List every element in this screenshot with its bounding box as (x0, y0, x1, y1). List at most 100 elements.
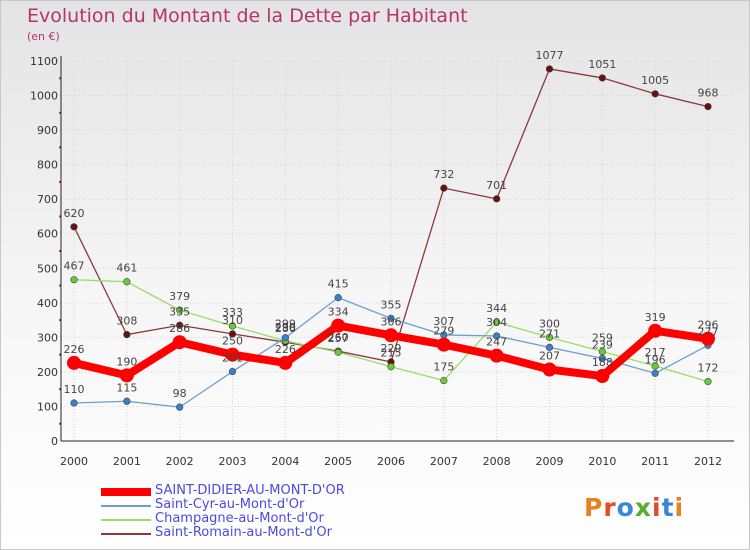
data-label: 226 (275, 343, 296, 356)
data-point (172, 335, 187, 350)
y-tick-label: 600 (37, 228, 58, 241)
data-label: 277 (698, 325, 719, 338)
data-point (545, 343, 554, 351)
data-point (493, 332, 501, 340)
y-minor-tick (59, 146, 61, 149)
data-point (119, 368, 134, 383)
logo-letter: t (661, 493, 675, 522)
y-tick-label: 1000 (30, 90, 58, 103)
data-label: 172 (698, 362, 719, 375)
data-point (278, 355, 293, 370)
data-point (384, 328, 398, 343)
x-tick-label: 2003 (219, 455, 247, 468)
y-tick-label: 900 (37, 124, 58, 137)
data-point (595, 369, 610, 384)
data-label: 1005 (641, 74, 669, 87)
data-point (331, 318, 346, 333)
data-point (228, 322, 237, 330)
data-point (542, 362, 557, 377)
data-point (70, 223, 78, 231)
data-point (440, 184, 448, 192)
data-label: 286 (275, 322, 296, 335)
data-label: 307 (433, 315, 454, 328)
y-minor-tick (59, 111, 61, 114)
x-tick-label: 2011 (641, 455, 669, 468)
data-point (387, 314, 395, 322)
y-tick-label: 0 (51, 435, 58, 448)
data-point (123, 397, 131, 405)
data-label: 461 (116, 262, 137, 275)
data-point (598, 354, 606, 363)
data-point (493, 318, 501, 326)
data-label: 620 (64, 207, 85, 220)
logo-letter: o (616, 493, 635, 522)
legend-label: SAINT-DIDIER-AU-MONT-D'OR (155, 483, 345, 498)
logo-letter: x (634, 493, 652, 522)
data-point (176, 306, 184, 314)
data-point (123, 278, 131, 286)
data-label: 304 (486, 316, 507, 329)
data-point (228, 367, 237, 376)
data-point (67, 355, 81, 370)
data-label: 215 (381, 347, 402, 360)
data-label: 355 (381, 298, 402, 311)
y-minor-tick (59, 250, 61, 252)
data-label: 732 (433, 168, 454, 181)
data-point (123, 331, 131, 339)
data-point (545, 333, 554, 341)
data-label: 190 (116, 355, 137, 368)
data-point (648, 323, 663, 338)
data-label: 286 (169, 322, 190, 335)
data-point (387, 363, 395, 371)
x-tick-label: 2012 (694, 455, 722, 468)
logo-letter: r (603, 493, 617, 522)
data-label: 1077 (536, 49, 564, 62)
data-label: 110 (64, 383, 85, 396)
data-point (545, 65, 554, 73)
data-label: 968 (698, 87, 719, 100)
y-tick-label: 700 (37, 193, 58, 206)
data-point (704, 377, 712, 386)
chart-unit-label: (en €) (27, 30, 60, 43)
proxiti-logo: Proxiti (584, 493, 684, 522)
data-label: 379 (169, 290, 190, 303)
data-label: 239 (592, 338, 613, 351)
data-point (225, 347, 240, 362)
data-label: 98 (173, 387, 187, 400)
x-tick-label: 2004 (271, 455, 299, 468)
data-point (334, 294, 342, 302)
data-label: 290 (275, 321, 296, 334)
y-tick-label: 400 (37, 297, 58, 310)
data-label: 201 (222, 352, 243, 365)
chart-title: Evolution du Montant de la Dette par Hab… (27, 5, 468, 27)
x-tick-label: 2008 (483, 455, 511, 468)
data-point (489, 348, 504, 363)
legend-label: Saint-Cyr-au-Mont-d'Or (155, 497, 305, 512)
data-point (436, 337, 451, 352)
data-label: 296 (698, 319, 719, 332)
x-tick-label: 2010 (588, 455, 616, 468)
data-label: 217 (645, 346, 666, 359)
data-point (651, 362, 659, 370)
x-tick-label: 2005 (324, 455, 352, 468)
data-label: 415 (328, 278, 349, 291)
logo-letter: P (584, 493, 604, 522)
data-label: 344 (486, 302, 507, 315)
data-point (334, 348, 342, 356)
x-tick-label: 2006 (377, 455, 405, 468)
legend-label: Saint-Romain-au-Mont-d'Or (155, 525, 332, 540)
data-point (281, 334, 289, 342)
data-label: 310 (222, 314, 243, 327)
x-tick-label: 2007 (430, 455, 458, 468)
data-point (176, 403, 184, 411)
legend-swatch (101, 505, 151, 507)
logo-letter: i (674, 493, 685, 522)
data-label: 207 (539, 349, 560, 362)
data-label: 115 (116, 381, 137, 394)
legend-swatch (101, 519, 151, 521)
data-label: 319 (645, 311, 666, 324)
y-minor-tick (59, 353, 61, 356)
data-label: 467 (64, 260, 85, 273)
